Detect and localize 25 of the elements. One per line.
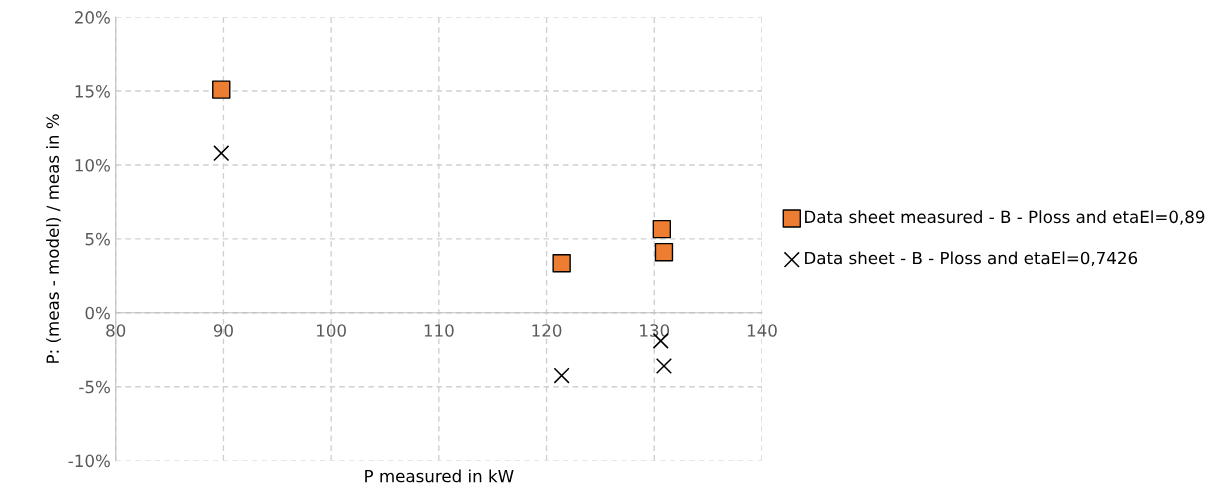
point [212,80,231,99]
y-tick-label: 0% [85,306,110,320]
x-tick-label: 110 [424,324,454,337]
x-axis-title: P measured in kW [365,469,514,483]
legend-label: Data sheet measured - B - Ploss and etaEl=0,89 [805,210,1205,225]
point [552,254,571,273]
y-tick-label: -5% [79,380,110,394]
y-tick-label: 20% [75,11,110,24]
y-tick-label: 5% [85,232,110,246]
point [213,145,230,162]
y-tick-label: 15% [75,85,110,98]
x-tick-label: 130 [640,324,670,337]
x-tick-label: 90 [213,324,233,337]
y-tick-label: -10% [68,454,110,468]
point [654,242,674,262]
point [553,367,570,384]
x-tick-label: 120 [532,324,562,337]
point [652,219,672,239]
y-tick-label: 10% [75,158,110,172]
y-axis-title: P: (meas - model) / meas in % [46,114,61,363]
x-tick-label: 100 [317,324,346,337]
legend-label: Data sheet - B - Ploss and etaEl=0,7426 [805,251,1138,266]
point [655,357,673,375]
x-tick-label: 140 [747,324,777,337]
x-tick-label: 80 [106,324,126,337]
